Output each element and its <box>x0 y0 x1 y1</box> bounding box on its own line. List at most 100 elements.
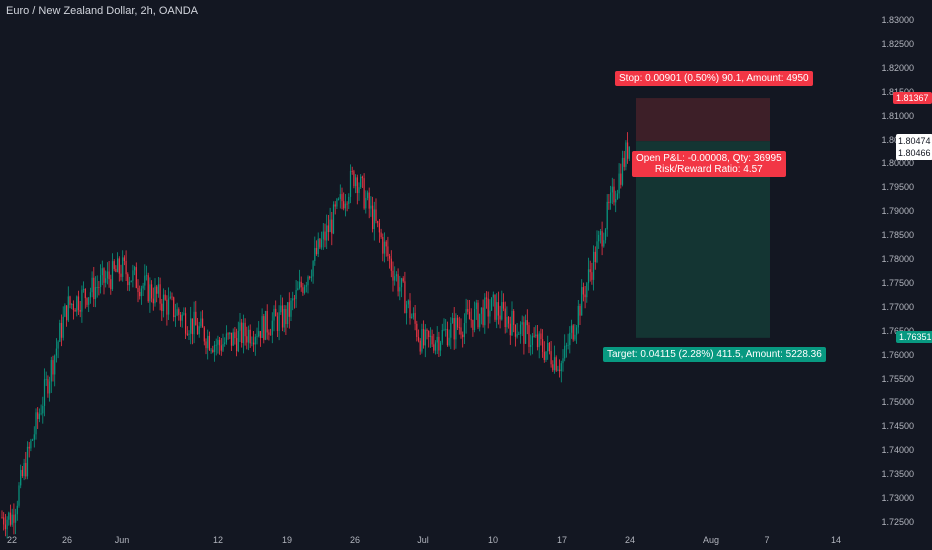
candle-body <box>261 316 263 338</box>
candle-body <box>421 329 423 352</box>
candle-body <box>314 247 316 262</box>
candle-body <box>336 199 338 207</box>
candle-body <box>67 296 69 321</box>
candle-body <box>157 284 159 294</box>
candle-body <box>273 308 275 321</box>
candle-body <box>506 316 508 328</box>
candle-body <box>127 274 129 286</box>
candle-body <box>93 277 95 300</box>
candle-body <box>259 331 261 338</box>
candle-body <box>431 335 433 345</box>
candle-body <box>81 289 83 312</box>
candle-body <box>253 342 255 345</box>
candle-body <box>521 322 523 325</box>
candle-body <box>377 221 379 224</box>
candle-body <box>479 313 481 328</box>
candle-body <box>441 330 443 343</box>
candle-body <box>266 310 268 333</box>
candle-body <box>297 288 299 290</box>
price-axis-label: 1.78000 <box>881 254 914 264</box>
candle-body <box>543 351 545 360</box>
stop-zone <box>636 98 770 142</box>
price-axis-label: 1.80000 <box>881 158 914 169</box>
candle-body <box>275 308 277 317</box>
candle-body <box>574 334 576 340</box>
candle-body <box>458 327 460 329</box>
candle-body <box>540 333 542 340</box>
candle-body <box>287 302 289 324</box>
candle-body <box>168 298 170 315</box>
candle-body <box>525 320 527 344</box>
time-axis-label: Aug <box>702 535 720 545</box>
candle-body <box>198 326 200 335</box>
candle-body <box>117 258 119 273</box>
candle-body <box>140 288 142 297</box>
candle-body <box>502 302 505 309</box>
candle-body <box>173 297 175 318</box>
candle-body <box>57 341 59 349</box>
candle-body <box>480 307 482 314</box>
candle-body <box>348 196 350 204</box>
price-axis-label: 1.77500 <box>881 277 914 288</box>
candle-body <box>1 517 3 518</box>
candle-body <box>241 322 243 343</box>
candle-body <box>111 261 114 290</box>
candle-body <box>400 278 403 288</box>
candle-body <box>283 309 285 328</box>
price-axis-label: 1.82500 <box>881 38 914 49</box>
pnl-label[interactable]: Open P&L: -0.00008, Qty: 36995 Risk/Rewa… <box>632 151 786 177</box>
candle-body <box>237 330 239 352</box>
candle-body <box>582 287 584 295</box>
candle-body <box>361 176 363 179</box>
candle-body <box>423 329 425 346</box>
candle-body <box>249 329 251 344</box>
candle-body <box>448 337 450 346</box>
candle-body <box>606 201 608 230</box>
candle-body <box>587 269 590 284</box>
candle-body <box>79 310 81 312</box>
candle-body <box>436 336 438 343</box>
target-label[interactable]: Target: 0.04115 (2.28%) 411.5, Amount: 5… <box>603 347 826 362</box>
price-axis-label: 1.77000 <box>881 301 914 312</box>
candle-body <box>365 198 367 209</box>
candle-body <box>463 323 465 338</box>
candle-body <box>94 287 97 300</box>
candle-body <box>572 325 574 340</box>
candle-body <box>64 305 66 317</box>
candle-body <box>596 241 598 263</box>
price-axis-label: 1.72500 <box>881 516 914 527</box>
candle-body <box>293 298 295 300</box>
candle-body <box>210 349 212 351</box>
price-axis-label: 1.83000 <box>881 15 914 25</box>
candle-body <box>49 381 51 394</box>
candle-body <box>62 316 64 338</box>
candle-body <box>329 219 331 233</box>
candle-body <box>159 284 161 304</box>
candle-body <box>108 271 110 280</box>
price-axis-label: 1.78500 <box>881 230 914 241</box>
candle-body <box>453 318 455 340</box>
price-axis-label: 1.76500 <box>881 326 914 336</box>
candle-body <box>429 335 431 337</box>
candle-body <box>555 357 557 371</box>
candle-body <box>482 307 484 326</box>
candle-body <box>334 204 336 207</box>
candle-body <box>202 318 204 328</box>
candle-body <box>254 336 256 345</box>
candle-body <box>244 322 246 337</box>
candle-body <box>358 187 360 194</box>
candle-body <box>591 272 593 280</box>
candle-body <box>20 469 22 486</box>
time-axis-label: Jun <box>114 535 130 545</box>
candle-body <box>433 344 435 351</box>
price-axis-label: 1.76000 <box>881 349 914 360</box>
candle-body <box>242 322 244 343</box>
candle-body <box>559 369 561 372</box>
candle-body <box>584 294 586 298</box>
candle-body <box>212 349 214 353</box>
time-axis-label: 17 <box>556 535 568 545</box>
stop-label[interactable]: Stop: 0.00901 (0.50%) 90.1, Amount: 4950 <box>615 71 813 86</box>
candle-body <box>281 305 284 328</box>
candle-body <box>144 275 146 286</box>
candle-body <box>239 322 241 331</box>
